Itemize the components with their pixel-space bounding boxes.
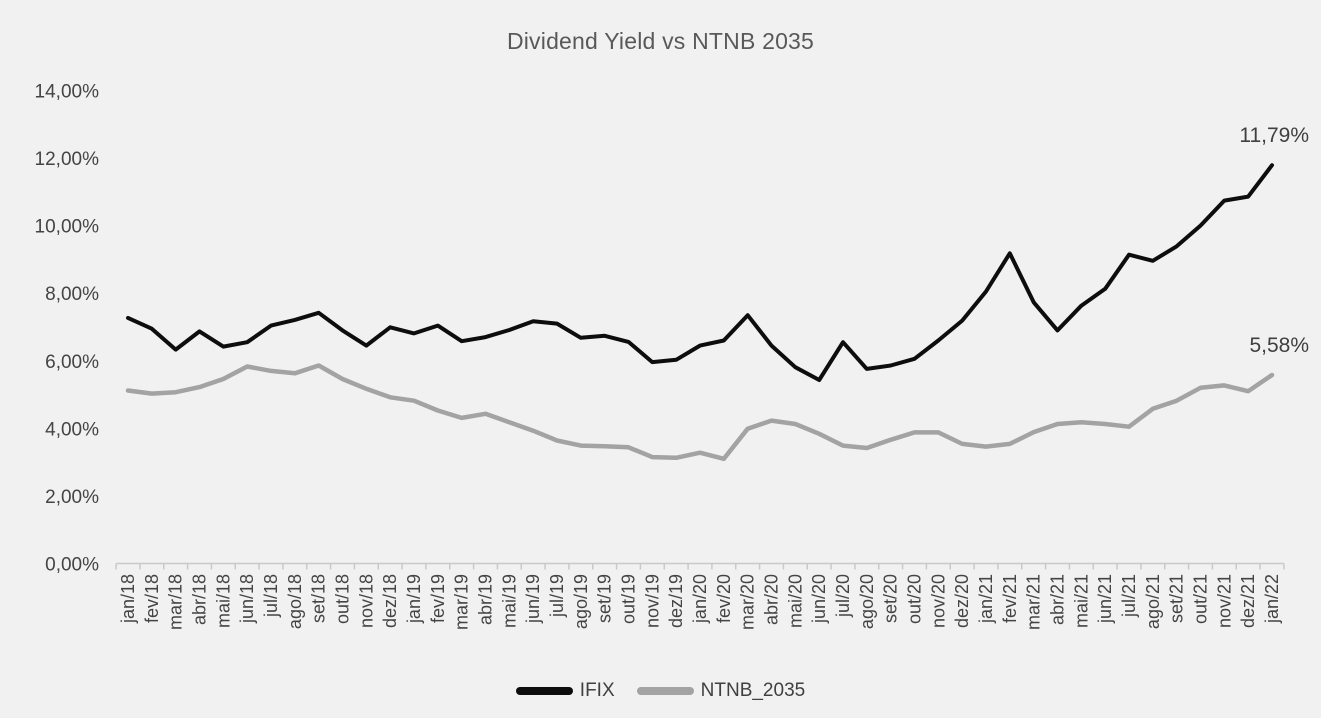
legend-item-ifix: IFIX bbox=[515, 680, 615, 702]
x-axis-label: fev/21 bbox=[1000, 574, 1020, 623]
x-axis-label: nov/18 bbox=[356, 574, 376, 628]
x-axis-label: jun/18 bbox=[237, 574, 257, 624]
x-axis-label: out/20 bbox=[904, 574, 924, 624]
y-axis-label: 12,00% bbox=[35, 149, 100, 170]
x-axis-label: jul/19 bbox=[547, 574, 567, 618]
x-axis-label: ago/18 bbox=[285, 574, 305, 629]
series-line-ifix bbox=[126, 163, 1274, 382]
legend: IFIX NTNB_2035 bbox=[0, 676, 1321, 706]
x-axis-label: ago/21 bbox=[1143, 574, 1163, 629]
x-axis-label: out/19 bbox=[618, 574, 638, 624]
series-line-ntnb_2035 bbox=[125, 363, 1275, 462]
x-axis-label: abr/18 bbox=[189, 574, 209, 625]
legend-item-ntnb: NTNB_2035 bbox=[636, 680, 806, 702]
y-axis-label: 0,00% bbox=[45, 555, 99, 576]
data-label-ntnb_2035: 5,58% bbox=[1249, 334, 1309, 357]
x-axis-label: abr/21 bbox=[1047, 574, 1067, 625]
legend-swatch-ifix-icon bbox=[515, 687, 573, 695]
x-axis-label: abr/20 bbox=[761, 574, 781, 625]
x-axis-label: abr/19 bbox=[475, 574, 495, 625]
x-axis-label: set/21 bbox=[1167, 574, 1187, 623]
x-axis-label: jan/18 bbox=[118, 574, 138, 624]
x-axis-label: jan/22 bbox=[1262, 574, 1282, 624]
x-axis-label: fev/18 bbox=[142, 574, 162, 623]
x-axis-label: set/18 bbox=[309, 574, 329, 623]
data-label-ifix: 11,79% bbox=[1239, 124, 1309, 147]
x-axis-label: mai/19 bbox=[499, 574, 519, 628]
x-axis-label: mar/19 bbox=[452, 574, 472, 630]
y-axis-label: 10,00% bbox=[35, 217, 100, 238]
x-axis-label: jan/19 bbox=[404, 574, 424, 624]
x-axis-label: jun/20 bbox=[809, 574, 829, 624]
legend-label-ntnb: NTNB_2035 bbox=[700, 680, 806, 701]
x-axis-label: jul/20 bbox=[833, 574, 853, 618]
x-axis-label: nov/19 bbox=[642, 574, 662, 628]
legend-label-ifix: IFIX bbox=[579, 680, 615, 701]
x-axis-label: nov/20 bbox=[928, 574, 948, 628]
x-axis-label: jun/19 bbox=[523, 574, 543, 624]
x-axis-label: set/19 bbox=[595, 574, 615, 623]
x-axis-label: fev/19 bbox=[428, 574, 448, 623]
legend-swatch-ntnb-icon bbox=[636, 687, 694, 695]
x-axis-label: mai/21 bbox=[1071, 574, 1091, 628]
x-axis-label: set/20 bbox=[881, 574, 901, 623]
x-axis-label: out/21 bbox=[1190, 574, 1210, 624]
y-axis-label: 8,00% bbox=[45, 284, 99, 305]
x-axis-label: fev/20 bbox=[714, 574, 734, 623]
y-axis-label: 2,00% bbox=[45, 487, 99, 508]
y-axis-label: 14,00% bbox=[35, 82, 100, 103]
x-axis-label: mai/18 bbox=[213, 574, 233, 628]
x-axis-label: ago/20 bbox=[857, 574, 877, 629]
x-axis-label: out/18 bbox=[332, 574, 352, 624]
x-axis-label: jun/21 bbox=[1095, 574, 1115, 624]
x-axis-label: nov/21 bbox=[1214, 574, 1234, 628]
chart-title: Dividend Yield vs NTNB 2035 bbox=[506, 28, 815, 54]
x-axis-label: dez/18 bbox=[380, 574, 400, 628]
y-axis-label: 6,00% bbox=[45, 352, 99, 373]
x-axis-label: jul/18 bbox=[261, 574, 281, 618]
x-axis-label: mar/21 bbox=[1024, 574, 1044, 630]
x-axis-label: dez/20 bbox=[952, 574, 972, 628]
x-axis-label: jan/20 bbox=[690, 574, 710, 624]
x-axis-label: mai/20 bbox=[785, 574, 805, 628]
y-axis-label: 4,00% bbox=[45, 419, 99, 440]
x-axis-label: jan/21 bbox=[976, 574, 996, 624]
x-axis-label: dez/21 bbox=[1238, 574, 1258, 628]
x-axis-label: ago/19 bbox=[571, 574, 591, 629]
x-axis-label: mar/20 bbox=[738, 574, 758, 630]
x-axis-label: jul/21 bbox=[1119, 574, 1139, 618]
x-axis-label: dez/19 bbox=[666, 574, 686, 628]
x-axis-label: mar/18 bbox=[166, 574, 186, 630]
